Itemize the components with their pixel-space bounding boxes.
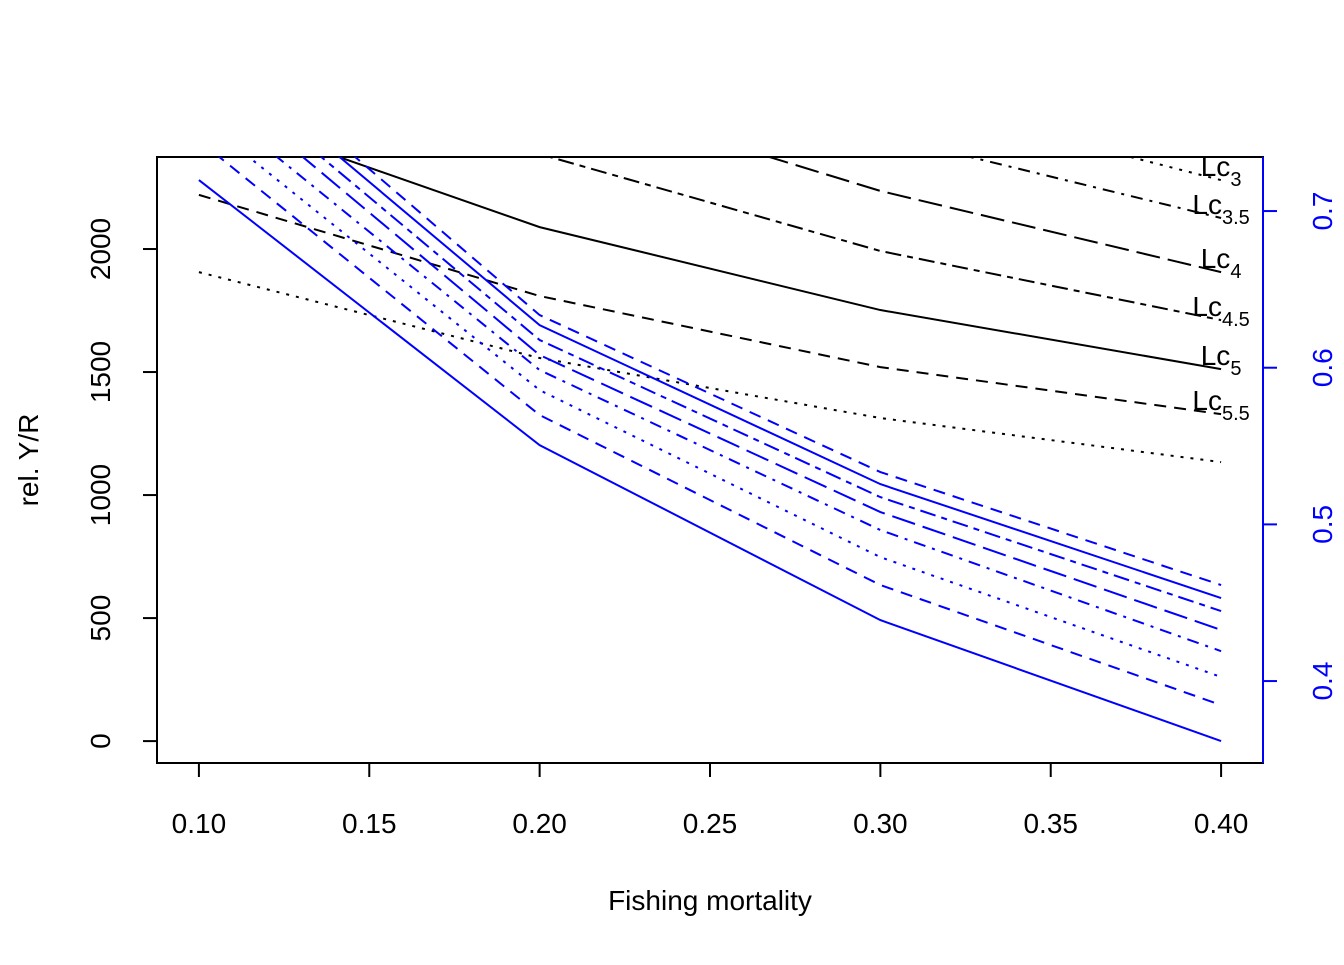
series-line [335,157,1222,371]
series-label-sub: 4.5 [1222,309,1250,331]
series-line [353,157,1222,586]
y2-tick-label: 0.4 [1307,662,1338,701]
series-line [546,157,1222,322]
x-tick-label: 0.35 [1023,808,1078,839]
series-label: Lc5.5 [1192,385,1249,425]
series-label: Lc3 [1201,151,1242,191]
y-tick-label: 2000 [85,218,116,280]
series-line [247,157,1222,678]
x-tick-label: 0.10 [172,808,227,839]
series-line [1126,157,1222,182]
x-tick-label: 0.20 [512,808,567,839]
series-label-main: Lc [1192,189,1222,220]
series-label-main: Lc [1192,385,1222,416]
x-tick-label: 0.15 [342,808,397,839]
x-tick-label: 0.40 [1194,808,1249,839]
series-label-sub: 4 [1230,261,1241,283]
plot-box [156,156,1264,764]
y-axis-label: rel. Y/R [13,414,44,507]
series-line [766,157,1222,274]
series-line [275,157,1222,653]
series-label: Lc3.5 [1192,189,1249,229]
y-tick-label: 500 [85,595,116,642]
y2-tick-label: 0.7 [1307,192,1338,231]
y-tick-label: 1000 [85,464,116,526]
y-tick-label: 1500 [85,341,116,403]
series-line [217,157,1222,706]
series-label-sub: 5 [1230,358,1241,380]
y2-tick-label: 0.6 [1307,348,1338,387]
series-label-sub: 3 [1230,169,1241,191]
y-tick-label: 0 [85,733,116,749]
series-label-main: Lc [1201,151,1231,182]
series-label-main: Lc [1201,243,1231,274]
series-label: Lc5 [1201,340,1242,380]
series-line [198,179,1222,743]
series-label-sub: 5.5 [1222,403,1250,425]
x-tick-label: 0.30 [853,808,908,839]
series-line [338,157,1222,599]
x-tick-label: 0.25 [683,808,738,839]
series-label-main: Lc [1192,291,1222,322]
series-label: Lc4 [1201,243,1242,283]
plot-area [198,157,1222,743]
series-line [966,157,1222,219]
series-line [198,193,1222,416]
x-axis-label: Fishing mortality [608,885,812,916]
series-line [319,157,1222,612]
series-label: Lc4.5 [1192,291,1249,331]
series-label-sub: 3.5 [1222,207,1250,229]
series-line [301,157,1222,631]
series-label-main: Lc [1201,340,1231,371]
y2-tick-label: 0.5 [1307,505,1338,544]
